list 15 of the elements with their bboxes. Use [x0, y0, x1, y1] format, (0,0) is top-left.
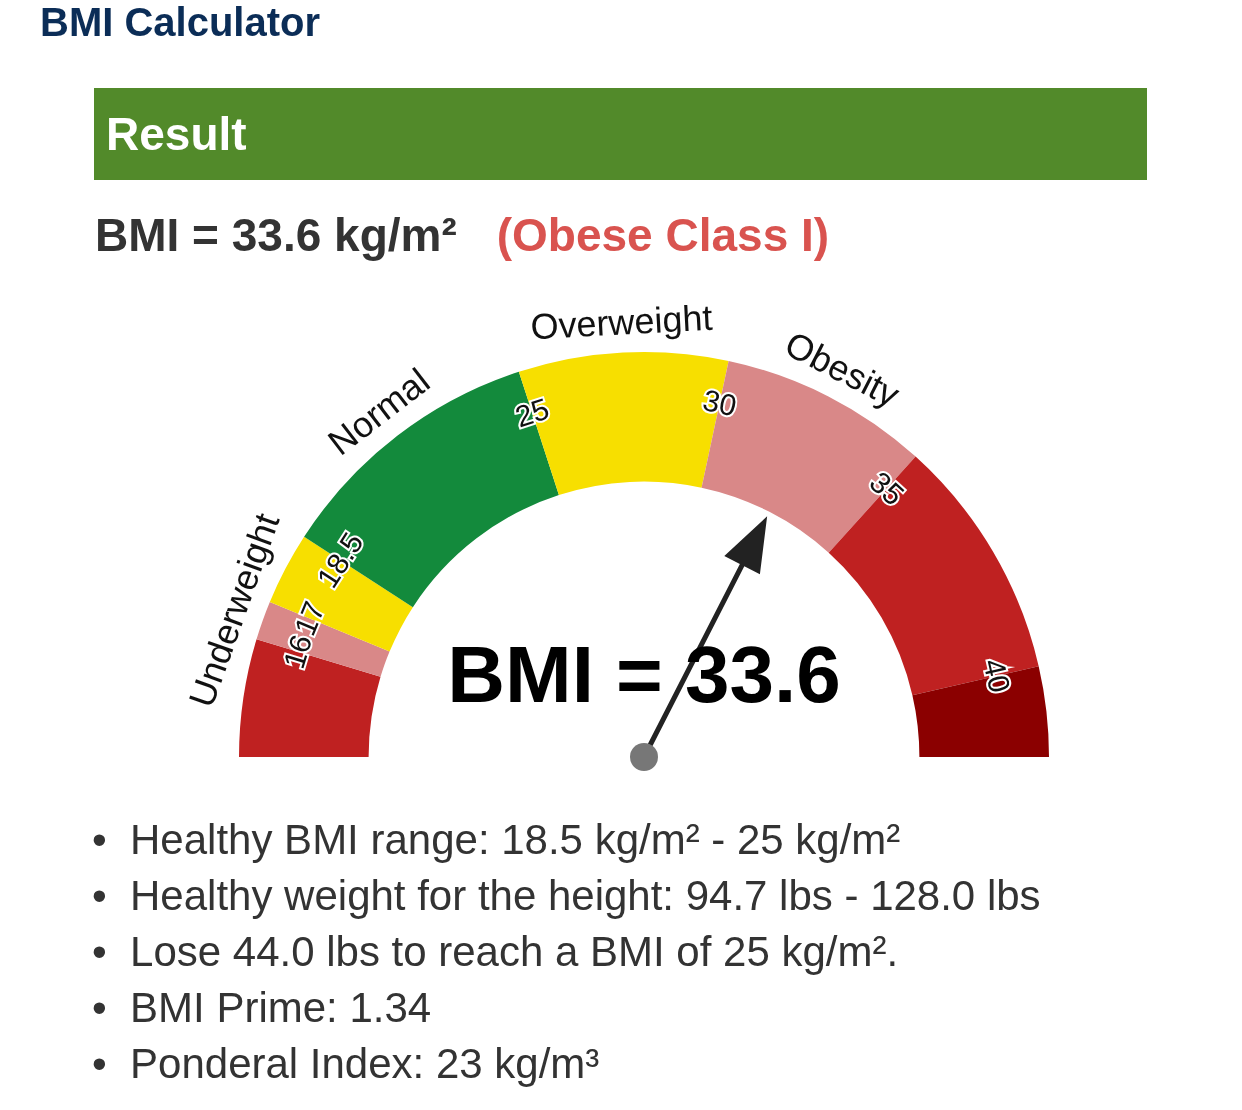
text: (Obese Class I)	[496, 209, 830, 261]
text: 25	[511, 391, 554, 434]
slice-label: Overweight	[529, 296, 714, 348]
chart-title: BMI Calculator	[40, 0, 321, 44]
text: • Ponderal Index: 23 kg/m³	[92, 1039, 601, 1089]
text: BMI = 33.6	[447, 630, 841, 719]
text: • Healthy BMI range: 18.5 kg/m² - 25 kg/m²	[92, 815, 902, 865]
text: • Lose 44.0 lbs to reach a BMI of 25 kg/m².	[92, 927, 900, 977]
text: • BMI Prime: 1.34	[92, 983, 433, 1033]
text: 30	[699, 383, 740, 423]
chart-subtitle: Result	[94, 88, 1147, 180]
text: 35	[863, 464, 911, 512]
text: • Healthy weight for the height: 94.7 lbs - 128.0 lbs	[92, 871, 1041, 921]
text: 40	[977, 655, 1017, 696]
text: BMI = 33.6 kg/m²	[95, 209, 457, 261]
